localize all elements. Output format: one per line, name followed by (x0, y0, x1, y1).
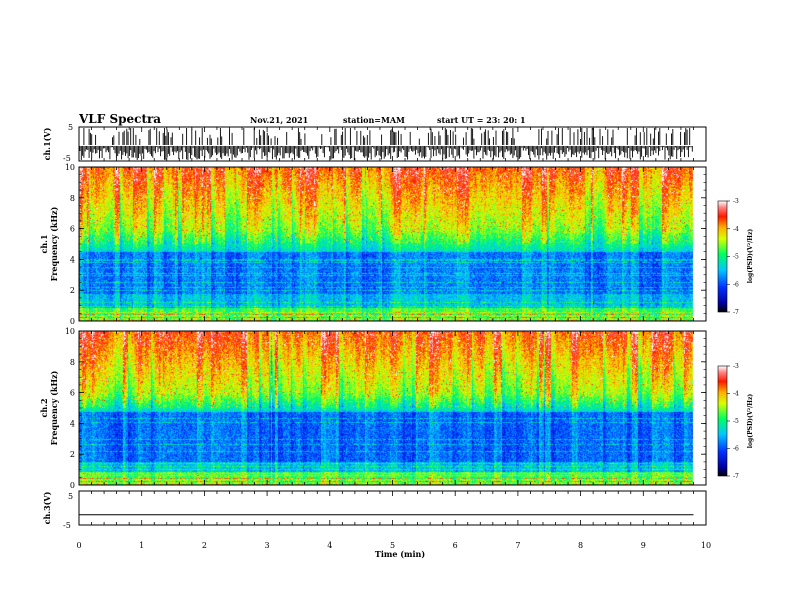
ch1-spectrogram-yticks: 0 2 4 6 8 10 (65, 163, 706, 326)
ch2-colorbar: -3 -4 -5 -6 -7 log(PSD)(V²/Hz) (717, 363, 754, 480)
x-tick-label: 9 (641, 541, 646, 550)
x-tick-label: 3 (265, 541, 270, 550)
time-axis-tick-labels: 0 1 2 3 4 5 6 7 8 9 10 (76, 541, 711, 550)
y-tick-label: 10 (65, 327, 75, 336)
ch2-spec-ylabel-channel: ch.2 (39, 398, 49, 417)
y-tick-label: 4 (70, 255, 75, 264)
ch3-ylabel: ch.3(V) (42, 491, 52, 524)
colorbar-tick-label: -7 (733, 473, 739, 480)
x-tick-label: 2 (202, 541, 207, 550)
ch2-spectrogram-yticks: 0 2 4 6 8 10 (65, 327, 706, 490)
colorbar-tick-label: -6 (733, 446, 739, 453)
ch1-ylabel: ch.1(V) (42, 127, 52, 160)
ch1-spectrogram-image (79, 167, 706, 321)
y-tick-label: 0 (70, 317, 75, 326)
x-axis-label: Time (min) (375, 549, 425, 559)
ch1-ytick-bottom: -5 (63, 154, 71, 163)
figure-title: VLF Spectra (78, 112, 161, 126)
ch1-spec-ylabel-channel: ch.1 (39, 234, 49, 253)
colorbar-tick-label: -3 (733, 363, 739, 370)
x-tick-label: 7 (515, 541, 520, 550)
y-tick-label: 2 (70, 286, 75, 295)
colorbar-tick-label: -4 (733, 391, 739, 398)
y-tick-label: 8 (70, 194, 75, 203)
time-axis-ticks (78, 127, 707, 525)
colorbar-tick-label: -5 (733, 418, 739, 425)
y-tick-label: 8 (70, 358, 75, 367)
colorbar-tick-label: -7 (733, 309, 739, 316)
y-tick-label: 4 (70, 419, 75, 428)
ch1-colorbar-gradient (717, 200, 728, 313)
ch1-spectrogram-panel: 0 2 4 6 8 10 ch.1 Frequency (kHz) (39, 163, 707, 326)
ch2-colorbar-ticks: -3 -4 -5 -6 -7 (727, 363, 739, 480)
ch1-colorbar: -3 -4 -5 -6 -7 log(PSD)(V²/Hz) (717, 198, 754, 316)
x-tick-label: 0 (76, 541, 81, 550)
colorbar-tick-label: -5 (733, 254, 739, 261)
colorbar-tick-label: -6 (733, 281, 739, 288)
x-tick-label: 8 (578, 541, 583, 550)
y-tick-label: 10 (65, 163, 75, 172)
date-label: Nov.21, 2021 (250, 115, 308, 125)
ch1-waveform-trace (79, 128, 693, 160)
x-tick-label: 4 (327, 541, 332, 550)
ch1-colorbar-ticks: -3 -4 -5 -6 -7 (727, 198, 739, 316)
ch2-colorbar-gradient (717, 365, 728, 477)
ch2-spectrogram-image (79, 331, 706, 485)
ch1-spec-ylabel-freq: Frequency (kHz) (49, 206, 59, 281)
colorbar-tick-label: -4 (733, 226, 739, 233)
ch1-ytick-top: 5 (68, 123, 73, 132)
y-tick-label: 6 (70, 225, 75, 234)
colorbar-tick-label: -3 (733, 198, 739, 205)
ch3-waveform-frame (78, 490, 707, 526)
ch3-ytick-top: 5 (68, 492, 73, 501)
start-time-label: start UT = 23: 20: 1 (437, 115, 526, 125)
x-tick-label: 10 (701, 541, 711, 550)
station-label: station=MAM (343, 115, 405, 125)
ch2-spec-ylabel-freq: Frequency (kHz) (49, 370, 59, 445)
ch3-ytick-bottom: -5 (63, 521, 71, 530)
x-tick-label: 5 (390, 541, 395, 550)
x-tick-label: 1 (139, 541, 144, 550)
ch1-colorbar-label: log(PSD)(V²/Hz) (747, 229, 754, 284)
ch2-colorbar-label: log(PSD)(V²/Hz) (747, 394, 754, 449)
ch1-waveform-panel: 5 -5 ch.1(V) (42, 123, 707, 163)
y-tick-label: 0 (70, 481, 75, 490)
y-tick-label: 6 (70, 389, 75, 398)
y-tick-label: 2 (70, 450, 75, 459)
x-tick-label: 6 (453, 541, 458, 550)
ch2-spectrogram-panel: 0 2 4 6 8 10 ch.2 Frequency (kHz) (39, 327, 707, 490)
